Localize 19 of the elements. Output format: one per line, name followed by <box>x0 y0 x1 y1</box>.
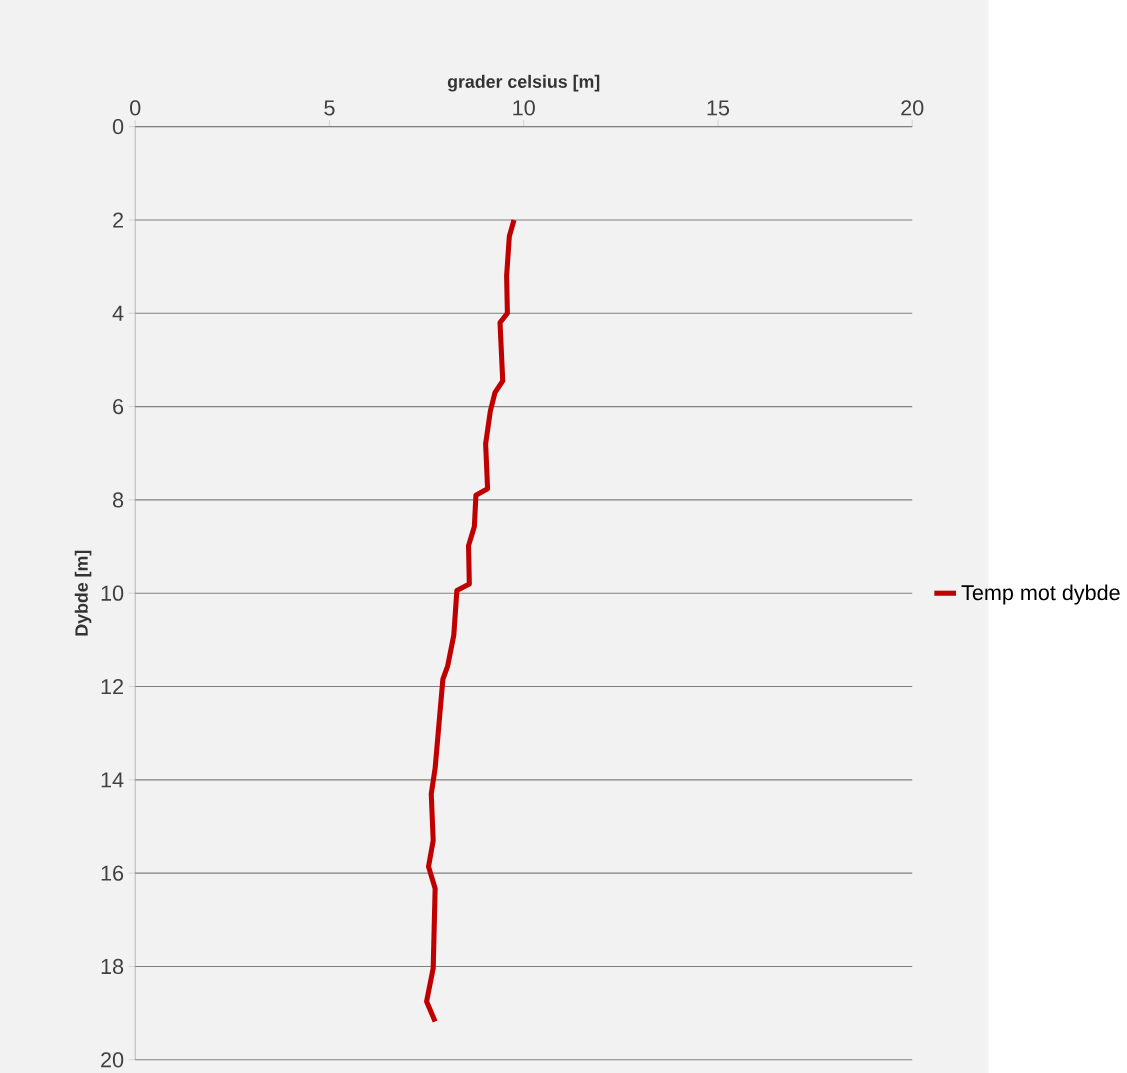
y-tick-label: 8 <box>113 492 124 508</box>
y-tick-label: 12 <box>101 678 123 695</box>
y-tick-label: 4 <box>112 305 124 321</box>
x-axis-title: grader celsius [m] <box>447 74 600 92</box>
x-tick-label: 10 <box>513 100 535 116</box>
y-tick-label: 2 <box>113 212 123 228</box>
y-tick-label: 6 <box>113 398 124 415</box>
y-tick-label: 16 <box>101 865 124 881</box>
legend-label: Temp mot dybde <box>961 584 1120 605</box>
x-tick-label: 15 <box>707 100 730 116</box>
x-tick-label: 5 <box>324 100 335 116</box>
x-tick-label: 20 <box>901 100 924 116</box>
y-tick-label: 20 <box>101 1052 124 1068</box>
x-tick-label: 0 <box>130 100 141 116</box>
y-tick-label: 18 <box>101 958 124 975</box>
y-tick-label: 10 <box>101 585 124 601</box>
y-axis-title: Dybde [m] <box>74 550 92 636</box>
y-tick-label: 14 <box>101 772 124 788</box>
y-tick-label: 0 <box>112 118 124 135</box>
